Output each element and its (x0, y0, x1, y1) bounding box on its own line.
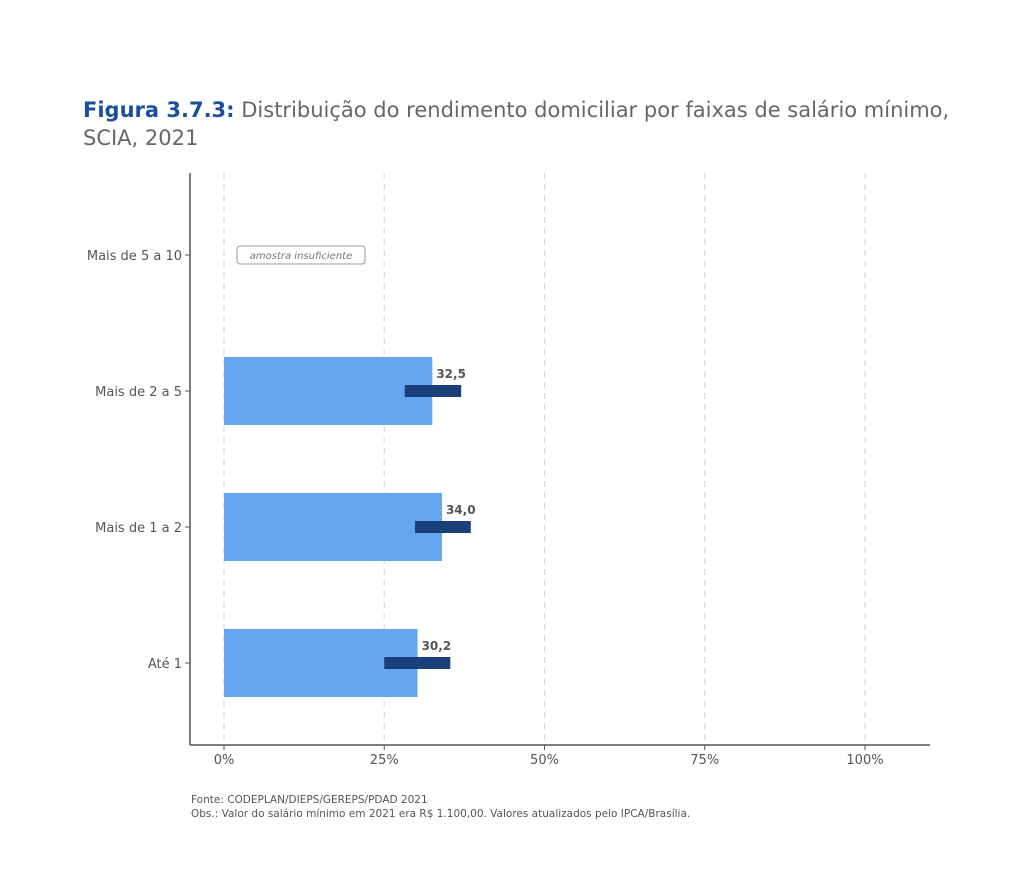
x-tick-label: 75% (690, 753, 719, 768)
x-tick-label: 50% (530, 753, 559, 768)
figure-number: Figura 3.7.3: (83, 98, 235, 122)
x-tick-label: 25% (370, 753, 399, 768)
annotation-text: amostra insuficiente (250, 251, 353, 262)
data-label: 30,2 (422, 639, 452, 653)
bar (224, 493, 442, 561)
axes (185, 173, 930, 750)
annotation: amostra insuficiente (236, 245, 366, 265)
category-label: Mais de 1 a 2 (95, 521, 182, 536)
data-label: 32,5 (436, 367, 466, 381)
confidence-interval (415, 521, 471, 533)
chart-title: Figura 3.7.3: Distribuição do rendimento… (83, 96, 963, 152)
x-tick-label: 100% (846, 753, 883, 768)
labels: 0% 25% 50% 75% 100% Até 1 30,2 Mais de 1 a 2 34,… (87, 245, 884, 768)
figure-title-text: Distribuição do rendimento domiciliar po… (83, 98, 950, 150)
obs-note: Obs.: Valor do salário mínimo em 2021 er… (191, 808, 691, 820)
annotation-box (236, 245, 366, 265)
source-note: Fonte: CODEPLAN/DIEPS/GEREPS/PDAD 2021 (191, 794, 428, 806)
bars (224, 357, 471, 697)
data-label: 34,0 (446, 503, 476, 517)
category-label: Até 1 (148, 657, 182, 672)
category-label: Mais de 5 a 10 (87, 249, 182, 264)
category-label: Mais de 2 a 5 (95, 385, 182, 400)
confidence-interval (404, 385, 462, 397)
confidence-interval (384, 657, 451, 669)
bar (224, 357, 433, 425)
x-tick-label: 0% (214, 753, 235, 768)
